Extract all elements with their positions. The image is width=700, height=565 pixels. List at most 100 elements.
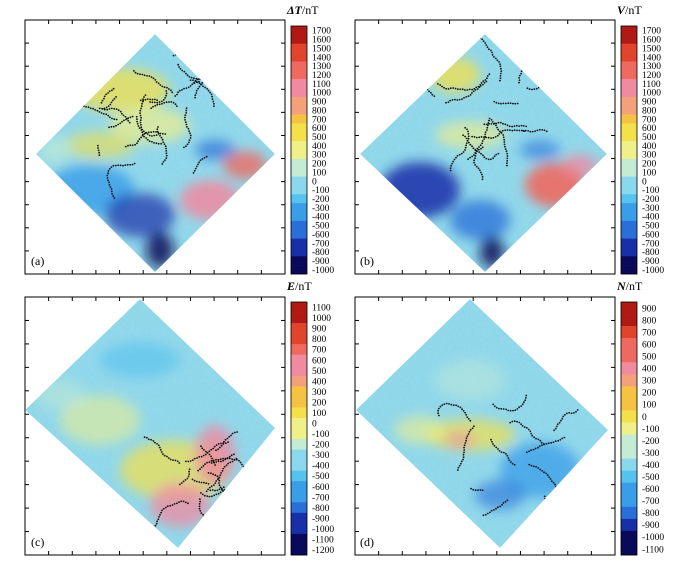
contour-dot bbox=[207, 472, 210, 474]
contour-dot bbox=[481, 489, 484, 492]
colorbar-tick-label: -1200 bbox=[312, 546, 334, 556]
colorbar-tick-label: -100 bbox=[312, 186, 330, 196]
contour-dot bbox=[437, 407, 440, 410]
contour-dot bbox=[159, 134, 161, 137]
contour-dot bbox=[107, 114, 110, 117]
contour-dot bbox=[136, 123, 139, 125]
contour-dot bbox=[165, 101, 168, 104]
colorbar-tick-label: -800 bbox=[642, 509, 660, 519]
colorbar-title-symbol: E bbox=[286, 279, 295, 293]
contour-dot bbox=[526, 427, 528, 429]
contour-dot bbox=[233, 453, 235, 456]
contour-dot bbox=[499, 79, 501, 82]
contour-dot bbox=[125, 118, 127, 121]
contour-dot bbox=[168, 88, 170, 90]
panel-d-colorbar: N/nT 900 800 700 600 500 400 300 200 100 0 -100 -200… bbox=[616, 279, 664, 556]
contour-dot bbox=[129, 144, 132, 147]
colorbar-swatch bbox=[291, 52, 307, 62]
contour-dot bbox=[536, 129, 539, 132]
contour-dot bbox=[212, 484, 215, 486]
contour-dot bbox=[500, 132, 503, 134]
contour-dot bbox=[447, 88, 450, 90]
contour-dot bbox=[194, 80, 197, 82]
colorbar-tick-label: -200 bbox=[312, 195, 330, 205]
contour-dot bbox=[112, 87, 115, 90]
contour-dot bbox=[477, 489, 479, 492]
contour-dot bbox=[485, 80, 488, 83]
contour-dot bbox=[150, 107, 153, 110]
contour-dot bbox=[183, 87, 185, 90]
contour-dot bbox=[187, 502, 189, 505]
contour-dot bbox=[98, 154, 101, 157]
colorbar-tick-label: -500 bbox=[642, 473, 660, 483]
contour-dot bbox=[139, 119, 142, 122]
contour-dot bbox=[483, 81, 486, 84]
contour-dot bbox=[483, 123, 486, 126]
contour-dot bbox=[178, 501, 180, 503]
contour-dot bbox=[188, 470, 191, 473]
contour-dot bbox=[97, 149, 100, 152]
contour-dot bbox=[204, 450, 207, 453]
contour-dot bbox=[127, 119, 130, 122]
contour-dot bbox=[145, 137, 148, 139]
contour-dot bbox=[185, 109, 188, 112]
contour-dot bbox=[201, 81, 204, 84]
contour-dot bbox=[162, 507, 165, 510]
contour-dot bbox=[198, 507, 201, 510]
contour-dot bbox=[529, 130, 532, 133]
contour-dot bbox=[506, 159, 509, 162]
colorbar-swatch bbox=[621, 194, 637, 204]
contour-dot bbox=[97, 144, 99, 147]
contour-dot bbox=[501, 504, 503, 506]
contour-dot bbox=[157, 132, 160, 135]
contour-dot bbox=[186, 477, 189, 480]
contour-dot bbox=[117, 164, 120, 167]
contour-dot bbox=[506, 124, 509, 127]
colorbar-tick-label: 1200 bbox=[642, 71, 661, 81]
colorbar-swatch bbox=[291, 512, 307, 524]
contour-dot bbox=[202, 454, 205, 457]
contour-dot bbox=[199, 498, 201, 501]
contour-dot bbox=[528, 463, 531, 466]
contour-dot bbox=[481, 140, 484, 142]
contour-dot bbox=[136, 72, 139, 75]
contour-dot bbox=[156, 443, 158, 445]
contour-dot bbox=[199, 510, 202, 512]
colorbar-swatch bbox=[291, 61, 307, 71]
contour-dot bbox=[494, 57, 497, 60]
contour-dot bbox=[465, 96, 468, 98]
contour-dot bbox=[484, 131, 487, 134]
contour-dot bbox=[508, 125, 511, 128]
contour-dot bbox=[184, 116, 186, 119]
contour-dot bbox=[190, 76, 193, 79]
colorbar-tick-label: 300 bbox=[312, 151, 327, 161]
contour-dot bbox=[570, 412, 573, 415]
colorbar-swatch bbox=[621, 470, 637, 484]
contour-dot bbox=[491, 121, 494, 123]
contour-dot bbox=[178, 483, 181, 486]
contour-dot bbox=[173, 503, 176, 505]
contour-dot bbox=[483, 156, 486, 159]
contour-dot bbox=[451, 99, 454, 101]
contour-dot bbox=[102, 113, 105, 115]
contour-dot bbox=[107, 105, 110, 107]
contour-dot bbox=[143, 74, 146, 77]
contour-dot bbox=[481, 146, 484, 149]
contour-dot bbox=[498, 450, 501, 452]
contour-dot bbox=[154, 79, 157, 81]
contour-dot bbox=[505, 150, 508, 153]
contour-dot bbox=[117, 123, 119, 126]
colorbar-swatch bbox=[621, 542, 637, 556]
contour-dot bbox=[113, 197, 116, 199]
colorbar-swatch bbox=[291, 88, 307, 98]
contour-dot bbox=[155, 134, 158, 137]
contour-dot bbox=[463, 444, 466, 447]
colorbar-tick-label: -200 bbox=[642, 195, 660, 205]
contour-dot bbox=[186, 143, 189, 146]
contour-dot bbox=[140, 136, 143, 139]
contour-dot bbox=[462, 410, 465, 412]
contour-dot bbox=[141, 131, 144, 134]
contour-dot bbox=[155, 131, 157, 133]
contour-dot bbox=[109, 116, 111, 119]
contour-dot bbox=[150, 438, 153, 441]
